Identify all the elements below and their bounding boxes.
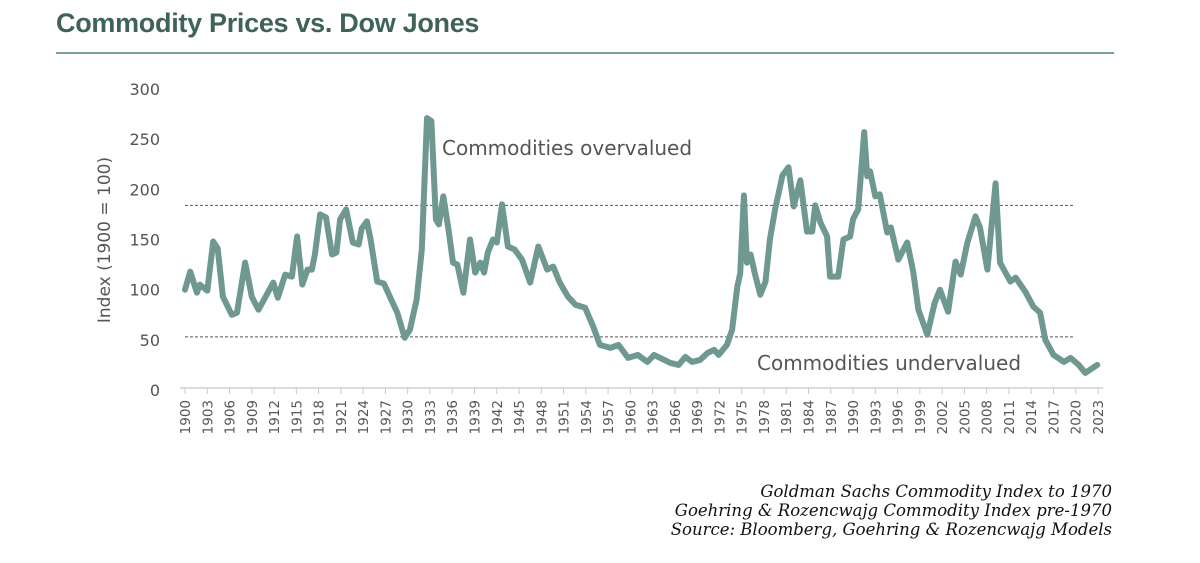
x-tick-label: 1999 xyxy=(913,400,929,434)
x-tick-label: 1990 xyxy=(846,400,862,434)
x-tick-label: 1993 xyxy=(868,400,884,434)
x-axis: 1900 1903 1906 1909 1912 1915 1918 1921 1924 1927… xyxy=(178,387,1107,434)
x-tick-label: 1945 xyxy=(512,400,528,434)
x-tick-label: 1963 xyxy=(646,400,662,434)
y-tick-label: 100 xyxy=(129,281,160,300)
x-tick-label: 1933 xyxy=(423,400,439,434)
x-tick-label: 1996 xyxy=(891,400,907,434)
x-tick-label: 1903 xyxy=(200,400,216,434)
y-tick-label: 0 xyxy=(150,381,160,400)
x-tick-label: 1972 xyxy=(712,400,728,434)
x-tick-label: 1936 xyxy=(445,400,461,434)
y-tick-label: 300 xyxy=(129,80,160,99)
x-tick-label: 2011 xyxy=(1002,400,1018,434)
source-line: Source: Bloomberg, Goehring & Rozencwajg… xyxy=(670,520,1112,539)
chart-title: Commodity Prices vs. Dow Jones xyxy=(56,8,480,38)
x-tick-label: 1924 xyxy=(356,400,372,434)
x-tick-label: 1930 xyxy=(401,400,417,434)
y-tick-label: 200 xyxy=(129,180,160,199)
y-tick-label: 150 xyxy=(129,231,160,250)
x-tick-label: 1948 xyxy=(534,400,550,434)
x-tick-label: 1975 xyxy=(735,400,751,434)
x-tick-label: 2020 xyxy=(1069,400,1085,434)
x-tick-label: 1987 xyxy=(824,400,840,434)
x-tick-label: 2008 xyxy=(980,400,996,434)
annotation-overvalued: Commodities overvalued xyxy=(442,136,692,160)
y-tick-label: 250 xyxy=(129,130,160,149)
annotation-undervalued: Commodities undervalued xyxy=(757,351,1021,375)
x-tick-label: 1918 xyxy=(312,400,328,434)
x-tick-label: 2014 xyxy=(1024,400,1040,434)
x-tick-label: 1978 xyxy=(757,400,773,434)
source-notes: Goldman Sachs Commodity Index to 1970 Go… xyxy=(671,482,1112,539)
x-tick-label: 1951 xyxy=(557,400,573,434)
x-tick-label: 2023 xyxy=(1091,400,1107,434)
x-tick-label: 2002 xyxy=(935,400,951,434)
x-tick-label: 1954 xyxy=(579,400,595,434)
source-line: Goehring & Rozencwajg Commodity Index pr… xyxy=(674,501,1112,520)
x-tick-label: 1966 xyxy=(668,400,684,434)
source-line: Goldman Sachs Commodity Index to 1970 xyxy=(760,482,1112,501)
x-tick-label: 1969 xyxy=(690,400,706,434)
y-tick-label: 50 xyxy=(140,331,160,350)
x-tick-label: 1906 xyxy=(223,400,239,434)
x-tick-label: 1939 xyxy=(467,400,483,434)
x-tick-label: 1942 xyxy=(490,400,506,434)
series-line xyxy=(182,115,1101,376)
x-tick-label: 1915 xyxy=(289,400,305,434)
x-tick-label: 1909 xyxy=(245,400,261,434)
x-tick-label: 1960 xyxy=(623,400,639,434)
y-axis-label: Index (1900 = 100) xyxy=(95,157,115,323)
x-tick-label: 2005 xyxy=(957,400,973,434)
y-axis: 0 50 100 150 200 250 300 xyxy=(129,80,160,400)
x-tick-label: 1900 xyxy=(178,400,194,434)
x-tick-label: 1927 xyxy=(378,400,394,434)
x-tick-label: 2017 xyxy=(1046,400,1062,434)
x-tick-label: 1957 xyxy=(601,400,617,434)
x-tick-label: 1984 xyxy=(802,400,818,434)
title-divider xyxy=(56,52,1114,54)
x-tick-label: 1912 xyxy=(267,400,283,434)
x-tick-label: 1981 xyxy=(779,400,795,434)
x-tick-label: 1921 xyxy=(334,400,350,434)
